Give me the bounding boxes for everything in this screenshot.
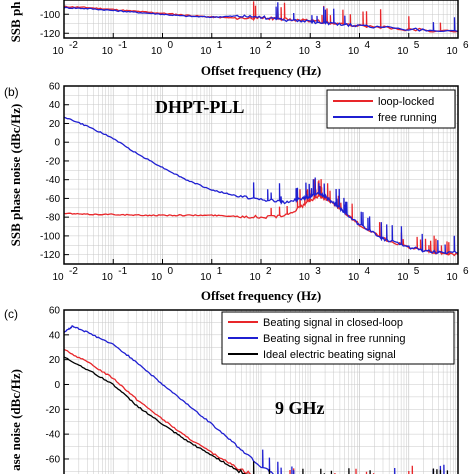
panel-label-c: (c) bbox=[4, 307, 18, 321]
panel-a: -120 -100 10 -2 10 -1 10 0 10 1 10 2 10 3 10 4 10 5 10 6 S… bbox=[8, 0, 469, 78]
y-tick-label: 20 bbox=[49, 355, 61, 366]
x-tick-label: 10 bbox=[151, 46, 163, 57]
x-tick-exponent: 3 bbox=[315, 40, 321, 51]
legend-c: Beating signal in closed-loop Beating si… bbox=[221, 311, 455, 365]
x-tick-exponent: 2 bbox=[266, 40, 272, 51]
x-tick-label: 10 bbox=[397, 46, 409, 57]
y-tick-label: 20 bbox=[49, 119, 61, 130]
x-tick-label: 10 bbox=[446, 46, 458, 57]
x-tick-exponent: 1 bbox=[217, 40, 223, 51]
x-tick-label: 10 bbox=[299, 46, 311, 57]
x-tick-exponent: 1 bbox=[217, 266, 223, 277]
y-axis-label-a: SSB ph bbox=[8, 1, 23, 43]
x-tick-label: 10 bbox=[52, 272, 64, 283]
legend-box-b bbox=[326, 89, 456, 129]
x-ticks-b: 10 -2 10 -1 10 0 10 1 10 2 10 3 10 4 10 5 10 6 bbox=[52, 259, 469, 283]
y-tick-label: -120 bbox=[40, 250, 60, 261]
x-tick-exponent: 4 bbox=[365, 266, 371, 277]
grid-b bbox=[63, 85, 458, 265]
legend-label-ideal: Ideal electric beating signal bbox=[263, 349, 396, 361]
x-tick-exponent: 3 bbox=[315, 266, 321, 277]
x-tick-exponent: 0 bbox=[168, 40, 174, 51]
y-tick-label: -100 bbox=[40, 10, 60, 21]
legend-label-closed-loop: Beating signal in closed-loop bbox=[263, 317, 403, 329]
y-tick-label: -40 bbox=[46, 430, 61, 441]
y-tick-label: -20 bbox=[46, 405, 61, 416]
x-tick-exponent: -2 bbox=[69, 266, 78, 277]
y-tick-label: -40 bbox=[46, 175, 61, 186]
x-tick-exponent: 6 bbox=[463, 40, 469, 51]
x-tick-label: 10 bbox=[348, 46, 360, 57]
series-line-ideal-electric-beating-signal bbox=[64, 356, 449, 474]
x-tick-label: 10 bbox=[299, 272, 311, 283]
plot-frame-c bbox=[63, 309, 459, 474]
y-tick-label: -80 bbox=[46, 213, 61, 224]
series-line-free-running bbox=[64, 116, 458, 255]
x-tick-exponent: 0 bbox=[168, 266, 174, 277]
x-tick-label: 10 bbox=[397, 272, 409, 283]
series-line-loop-locked bbox=[64, 179, 458, 257]
y-ticks-a: -120 -100 bbox=[40, 10, 69, 40]
x-tick-exponent: -1 bbox=[118, 40, 127, 51]
panel-label-b: (b) bbox=[4, 85, 19, 99]
y-tick-label: -60 bbox=[46, 454, 61, 465]
x-tick-exponent: 5 bbox=[414, 40, 420, 51]
series-line-beating-signal-in-free-running bbox=[64, 325, 445, 474]
y-axis-label-b: SSB phase noise (dBc/Hz) bbox=[8, 104, 23, 247]
x-tick-exponent: 4 bbox=[365, 40, 371, 51]
x-tick-exponent: 6 bbox=[463, 266, 469, 277]
x-tick-label: 10 bbox=[249, 46, 261, 57]
series-line-red bbox=[64, 1, 458, 33]
x-tick-label: 10 bbox=[200, 272, 212, 283]
x-tick-exponent: 2 bbox=[266, 266, 272, 277]
y-tick-label: 40 bbox=[49, 330, 61, 341]
legend-box-c bbox=[221, 311, 455, 365]
y-tick-label: 60 bbox=[49, 82, 61, 93]
y-tick-label: -120 bbox=[40, 29, 60, 40]
x-tick-label: 10 bbox=[200, 46, 212, 57]
legend-label-loop-locked: loop-locked bbox=[378, 96, 434, 108]
x-tick-exponent: 5 bbox=[414, 266, 420, 277]
x-tick-label: 10 bbox=[102, 46, 114, 57]
legend-b: loop-locked free running bbox=[326, 89, 456, 129]
y-tick-label: 0 bbox=[54, 138, 60, 149]
y-tick-label: -100 bbox=[40, 231, 60, 242]
chart-title-c: 9 GHz bbox=[275, 398, 325, 418]
y-tick-label: -20 bbox=[46, 156, 61, 167]
x-ticks-a: 10 -2 10 -1 10 0 10 1 10 2 10 3 10 4 10 5 10 6 bbox=[52, 33, 469, 57]
y-tick-label: 40 bbox=[49, 100, 61, 111]
x-tick-label: 10 bbox=[348, 272, 360, 283]
x-axis-label-a: Offset frequency (Hz) bbox=[201, 63, 321, 78]
y-ticks-b: 60 40 20 0 -20 -40 -60 -80 -100 -120 bbox=[40, 82, 69, 261]
x-tick-label: 10 bbox=[151, 272, 163, 283]
series-group-b bbox=[64, 116, 458, 257]
legend-label-free-running-c: Beating signal in free running bbox=[263, 333, 405, 345]
y-axis-label-c: ase noise (dBc/Hz) bbox=[8, 369, 23, 471]
series-line-blue bbox=[64, 2, 458, 33]
x-tick-exponent: -1 bbox=[118, 266, 127, 277]
x-tick-label: 10 bbox=[102, 272, 114, 283]
x-tick-label: 10 bbox=[446, 272, 458, 283]
x-axis-label-b: Offset frequency (Hz) bbox=[201, 288, 321, 303]
chart-title-b: DHPT-PLL bbox=[155, 97, 244, 117]
series-group-a bbox=[64, 1, 458, 33]
x-tick-label: 10 bbox=[249, 272, 261, 283]
x-tick-exponent: -2 bbox=[69, 40, 78, 51]
y-tick-label: -60 bbox=[46, 194, 61, 205]
x-tick-label: 10 bbox=[52, 46, 64, 57]
y-tick-label: 60 bbox=[49, 306, 61, 317]
y-tick-label: 0 bbox=[54, 380, 60, 391]
legend-label-free-running: free running bbox=[378, 112, 437, 124]
